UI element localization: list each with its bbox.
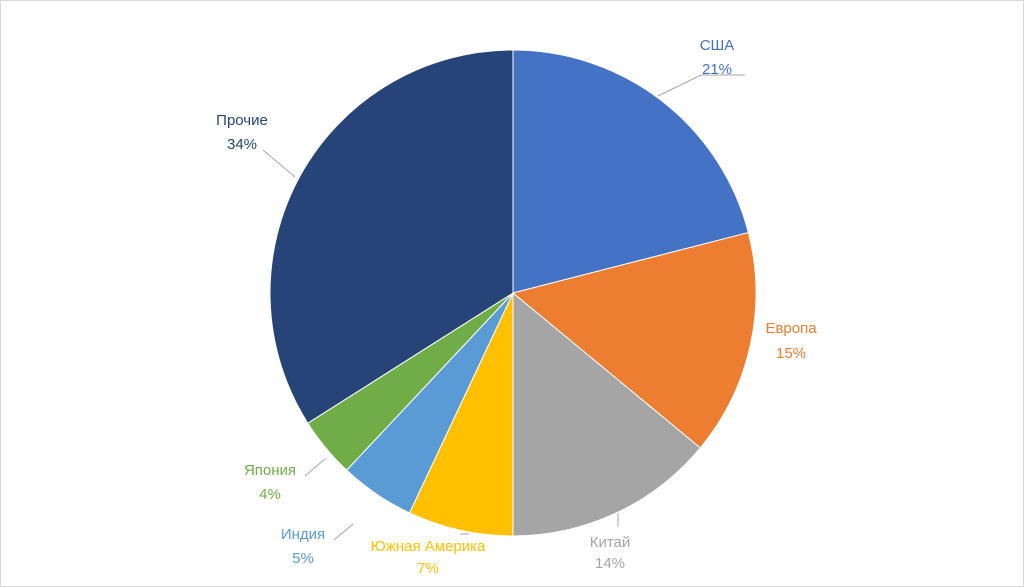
slice-value-label-1: 15% bbox=[776, 345, 806, 362]
slice-label-1: Европа bbox=[765, 320, 817, 337]
data-labels: США 21% Европа 15% Китай 14% Южная Америка 7% Ин… bbox=[216, 37, 817, 577]
slice-value-label-3: 7% bbox=[417, 560, 439, 577]
leader-lines bbox=[262, 74, 745, 541]
slice-label-5: Япония bbox=[244, 462, 296, 479]
pie-slice-2 bbox=[512, 291, 701, 537]
pie-slice-6 bbox=[269, 49, 514, 424]
slice-value-label-4: 5% bbox=[292, 550, 314, 567]
slice-value-label-2: 14% bbox=[595, 555, 625, 572]
slice-label-6: Прочие bbox=[216, 112, 268, 129]
pie-slice-0 bbox=[512, 49, 749, 294]
slice-label-0: США bbox=[700, 37, 735, 54]
slice-value-label-6: 34% bbox=[227, 136, 257, 153]
pie-slice-1 bbox=[511, 231, 757, 449]
slice-label-3: Южная Америка bbox=[371, 538, 486, 555]
slice-label-2: Китай bbox=[590, 534, 631, 551]
slice-label-4: Индия bbox=[281, 526, 325, 543]
pie-slice-3 bbox=[408, 292, 514, 537]
leader-line-6 bbox=[262, 149, 296, 178]
leader-line-5 bbox=[304, 458, 326, 477]
slice-value-label-5: 4% bbox=[259, 486, 281, 503]
slice-value-label-0: 21% bbox=[702, 61, 732, 78]
pie-slices bbox=[269, 49, 757, 537]
leader-line-0 bbox=[657, 74, 745, 97]
leader-line-4 bbox=[333, 523, 354, 541]
